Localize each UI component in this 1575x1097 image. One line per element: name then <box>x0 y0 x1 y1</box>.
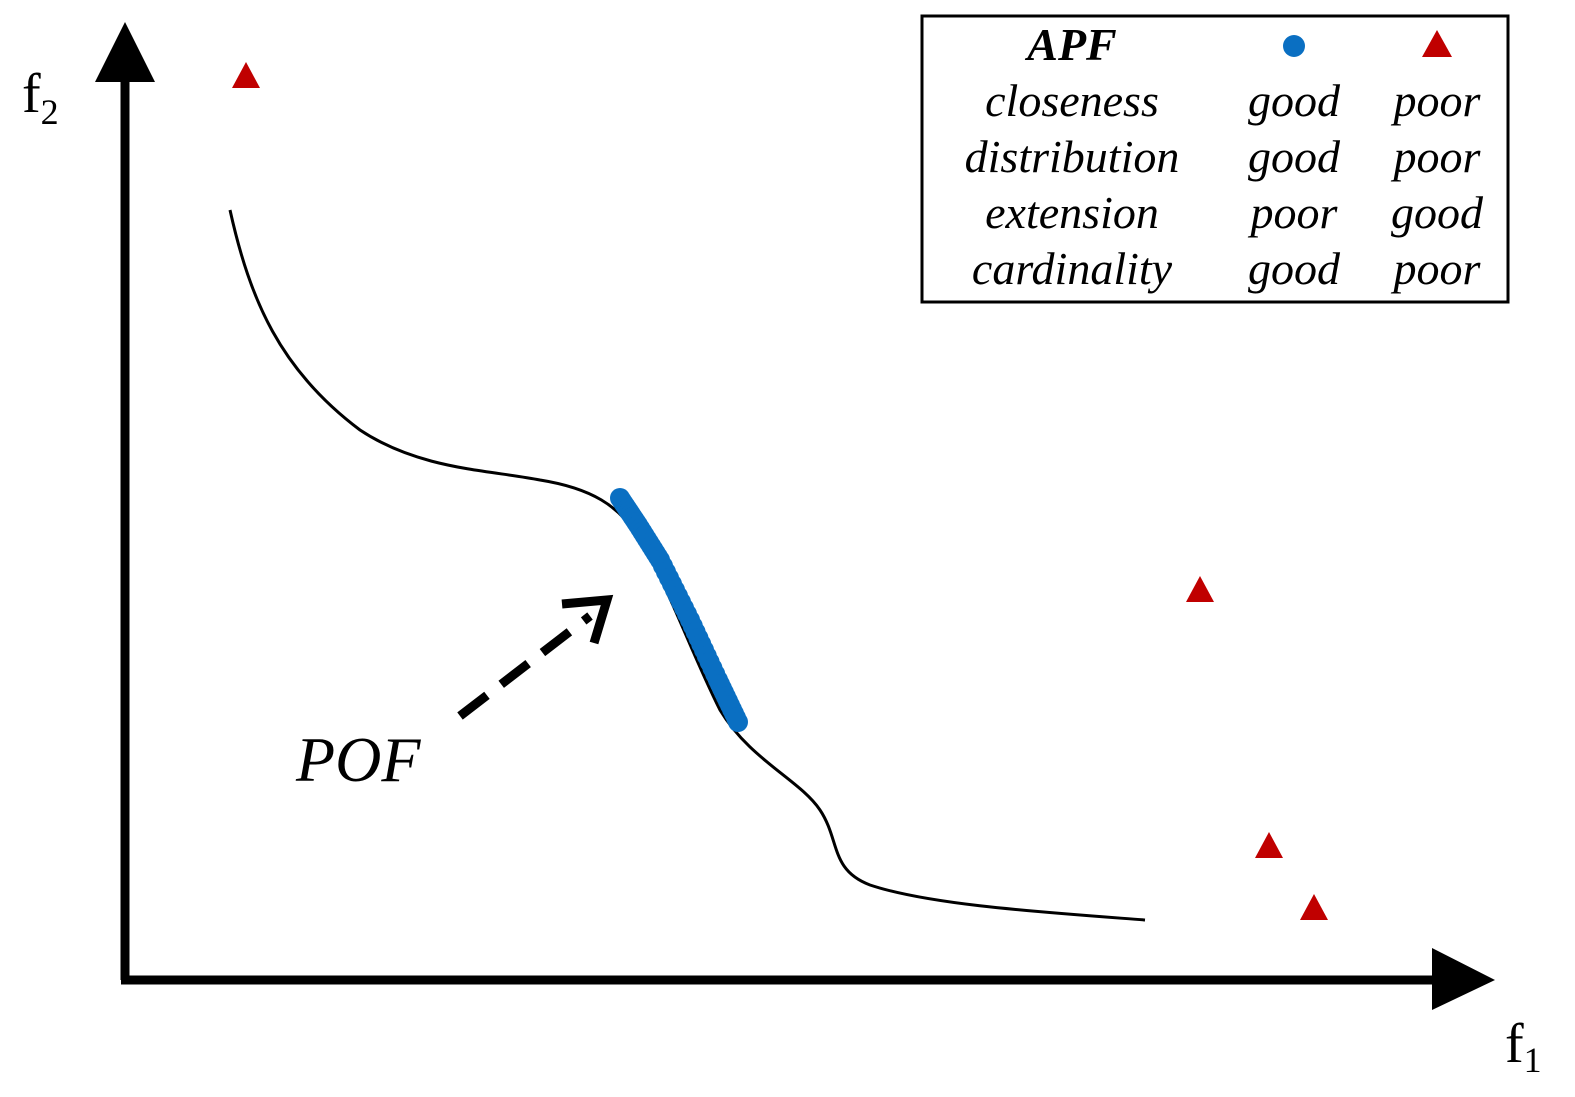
legend-circle-rating: good <box>1248 243 1341 294</box>
pof-arrow-head <box>561 594 614 645</box>
pof-arrow <box>457 594 614 720</box>
legend-triangle-rating: poor <box>1391 75 1482 126</box>
triangle-point <box>1186 576 1214 602</box>
legend-metric: cardinality <box>972 243 1173 294</box>
legend-circle-rating: poor <box>1248 187 1339 238</box>
circle-point <box>728 712 748 732</box>
legend: APF closeness good poor distribution goo… <box>920 14 1510 304</box>
legend-circle-marker <box>1283 35 1305 57</box>
circle-solution-set <box>610 488 748 732</box>
pof-arrow-shaft <box>457 612 593 720</box>
legend-frame <box>920 14 1510 304</box>
y-axis-label-base: f <box>22 63 41 125</box>
triangle-point <box>232 62 260 88</box>
axes <box>95 22 1495 1010</box>
triangle-point <box>1300 894 1328 920</box>
legend-metric: closeness <box>985 75 1159 126</box>
y-axis-label: f2 <box>22 63 59 132</box>
y-axis-label-sub: 2 <box>41 92 59 132</box>
x-axis-label-base: f <box>1505 1013 1524 1075</box>
legend-circle-rating: good <box>1248 75 1341 126</box>
legend-circle-rating: good <box>1248 131 1341 182</box>
x-axis-label-sub: 1 <box>1524 1040 1542 1080</box>
legend-triangle-rating: poor <box>1391 131 1482 182</box>
legend-triangle-marker <box>1422 30 1452 57</box>
legend-metric: distribution <box>965 131 1180 182</box>
legend-triangle-rating: good <box>1391 187 1484 238</box>
pof-label: POF <box>295 724 421 795</box>
x-axis-label: f1 <box>1505 1013 1542 1080</box>
legend-header: APF <box>1024 19 1116 70</box>
triangle-point <box>1255 832 1283 858</box>
pareto-front-curve <box>228 209 1146 922</box>
y-axis-arrowhead <box>95 22 155 82</box>
triangle-solution-set <box>232 62 1328 920</box>
x-axis-arrowhead <box>1432 948 1495 1010</box>
legend-metric: extension <box>985 187 1159 238</box>
legend-triangle-rating: poor <box>1391 243 1482 294</box>
